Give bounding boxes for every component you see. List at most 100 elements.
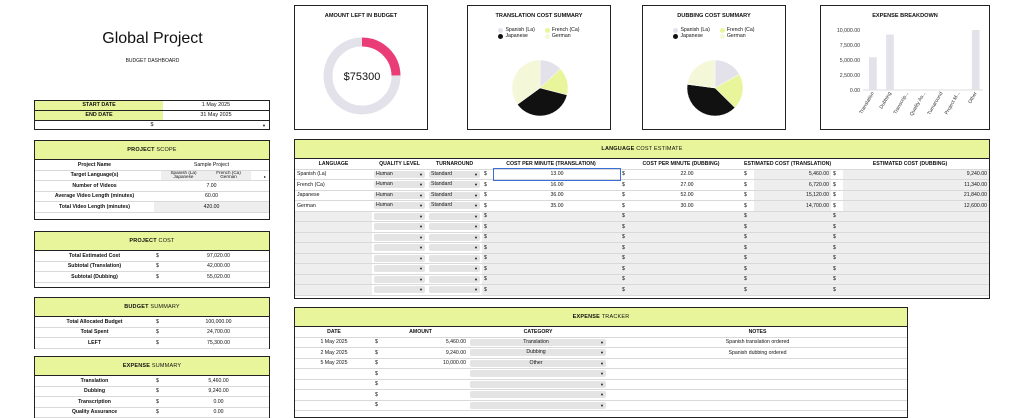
empty-cell[interactable]	[494, 221, 620, 233]
quality-level-select[interactable]: Human ▼	[374, 202, 425, 210]
empty-cell[interactable]	[632, 232, 743, 243]
empty-cell[interactable]	[632, 211, 743, 222]
currency-symbol: $	[482, 179, 494, 191]
empty-cell[interactable]	[295, 379, 373, 390]
empty-cell[interactable]	[632, 253, 743, 264]
empty-cell[interactable]	[608, 379, 907, 390]
currency-symbol: $	[742, 263, 755, 275]
currency-select[interactable]: $ ▼	[35, 121, 269, 131]
turnaround-select[interactable]: ▼	[429, 233, 480, 241]
allocated-budget-value[interactable]: 100,000.00	[168, 317, 269, 328]
turnaround-select[interactable]: Standard ▼	[429, 170, 480, 178]
donut-spent-arc	[323, 37, 401, 115]
expense-label: Quality Assurance	[35, 407, 154, 418]
turnaround-select[interactable]: ▼	[429, 275, 480, 283]
turnaround-select[interactable]: ▼	[429, 223, 480, 231]
expense-notes[interactable]: Spanish dubbing ordered	[608, 347, 907, 359]
turnaround-select[interactable]: Standard ▼	[429, 181, 480, 189]
empty-cell[interactable]	[295, 368, 373, 380]
cost-per-minute-dubbing[interactable]: 52.00	[632, 190, 743, 201]
empty-cell[interactable]	[632, 221, 743, 233]
expense-amount[interactable]: 9,240.00	[393, 347, 469, 359]
cost-per-minute-dubbing[interactable]: 30.00	[632, 200, 743, 212]
cost-per-minute-translation[interactable]: 35.00	[494, 200, 620, 212]
empty-cell[interactable]	[295, 389, 373, 401]
empty-cell[interactable]	[393, 389, 469, 401]
chevron-down-icon: ▼	[474, 276, 478, 282]
table-header-row: LANGUAGE QUALITY LEVEL TURNAROUND COST P…	[295, 159, 989, 170]
cost-per-minute-dubbing[interactable]: 22.00	[632, 169, 743, 180]
start-date-row: START DATE 1 May 2025	[35, 101, 269, 111]
turnaround-select[interactable]: ▼	[429, 286, 480, 294]
column-header: ESTIMATED COST (TRANSLATION)	[742, 159, 832, 170]
empty-cell[interactable]	[494, 253, 620, 264]
empty-row: ▼ ▼ $ $ $ $	[295, 211, 989, 222]
expense-date[interactable]: 1 May 2025	[295, 337, 373, 348]
quality-level-select[interactable]: ▼	[374, 254, 425, 262]
cost-per-minute-translation[interactable]: 13.00	[493, 168, 621, 181]
expense-date[interactable]: 2 May 2025	[295, 347, 373, 359]
quality-level-select[interactable]: ▼	[374, 233, 425, 241]
chevron-down-icon: ▼	[419, 224, 423, 230]
category-select[interactable]: ▼	[470, 391, 607, 399]
project-name-value[interactable]: Sample Project	[154, 160, 269, 171]
empty-cell[interactable]	[393, 379, 469, 390]
end-date-value[interactable]: 31 May 2025	[200, 112, 232, 118]
empty-cell[interactable]	[632, 242, 743, 254]
turnaround-select[interactable]: ▼	[429, 254, 480, 262]
quality-level-select[interactable]: Human ▼	[374, 191, 425, 199]
average-length-value[interactable]: 60.00	[154, 191, 269, 202]
category-select[interactable]: ▼	[470, 401, 607, 409]
cost-per-minute-translation[interactable]: 36.00	[494, 190, 620, 201]
x-tick-label: Dubbing	[879, 91, 894, 110]
cost-per-minute-dubbing[interactable]: 27.00	[632, 179, 743, 191]
expense-date[interactable]: 5 May 2025	[295, 358, 373, 369]
empty-cell[interactable]	[494, 263, 620, 275]
quality-level-select[interactable]: ▼	[374, 223, 425, 231]
empty-cell[interactable]	[632, 274, 743, 285]
turnaround-select[interactable]: ▼	[429, 244, 480, 252]
category-select[interactable]: ▼	[470, 380, 607, 388]
category-select[interactable]: Dubbing ▼	[470, 349, 607, 357]
expense-breakdown-title: EXPENSE BREAKDOWN	[872, 13, 938, 19]
turnaround-select[interactable]: Standard ▼	[429, 202, 480, 210]
expense-notes[interactable]	[608, 358, 907, 369]
turnaround-select[interactable]: ▼	[429, 212, 480, 220]
empty-cell[interactable]	[608, 400, 907, 411]
number-of-videos-value[interactable]: 7.00	[154, 180, 269, 192]
empty-cell[interactable]	[632, 284, 743, 296]
target-languages-select[interactable]: Spanish (La) French (Ca) Japanese German…	[154, 170, 269, 181]
empty-cell[interactable]	[295, 400, 373, 411]
category-select[interactable]: Other ▼	[470, 359, 607, 367]
turnaround-select[interactable]: ▼	[429, 265, 480, 273]
quality-level-select[interactable]: Human ▼	[374, 181, 425, 189]
empty-cell[interactable]	[632, 263, 743, 275]
empty-cell[interactable]	[494, 211, 620, 222]
chevron-down-icon: ▼	[474, 213, 478, 219]
budget-summary-panel: BUDGET SUMMARY Total Allocated Budget $10…	[34, 297, 270, 349]
start-date-value[interactable]: 1 May 2025	[201, 102, 231, 108]
empty-cell[interactable]	[494, 274, 620, 285]
empty-cell[interactable]	[608, 389, 907, 401]
legend-swatch	[673, 27, 679, 33]
turnaround-select[interactable]: Standard ▼	[429, 191, 480, 199]
quality-level-select[interactable]: ▼	[374, 286, 425, 294]
quality-level-select[interactable]: ▼	[374, 265, 425, 273]
quality-level-select[interactable]: ▼	[374, 212, 425, 220]
category-select[interactable]: ▼	[470, 370, 607, 378]
empty-cell[interactable]	[608, 368, 907, 380]
quality-level-select[interactable]: Human ▼	[374, 170, 425, 178]
empty-cell[interactable]	[393, 368, 469, 380]
expense-notes[interactable]: Spanish translation ordered	[608, 337, 907, 348]
quality-level-select[interactable]: ▼	[374, 275, 425, 283]
quality-level-select[interactable]: ▼	[374, 244, 425, 252]
empty-cell[interactable]	[494, 242, 620, 254]
empty-cell[interactable]	[393, 400, 469, 411]
cost-per-minute-translation[interactable]: 16.00	[494, 179, 620, 191]
empty-cell[interactable]	[494, 232, 620, 243]
category-select[interactable]: Translation ▼	[470, 338, 607, 346]
empty-cell[interactable]	[494, 284, 620, 296]
expense-amount[interactable]: 10,000.00	[393, 358, 469, 369]
expense-amount[interactable]: 5,460.00	[393, 337, 469, 348]
table-row: Number of Videos 7.00	[35, 180, 269, 192]
